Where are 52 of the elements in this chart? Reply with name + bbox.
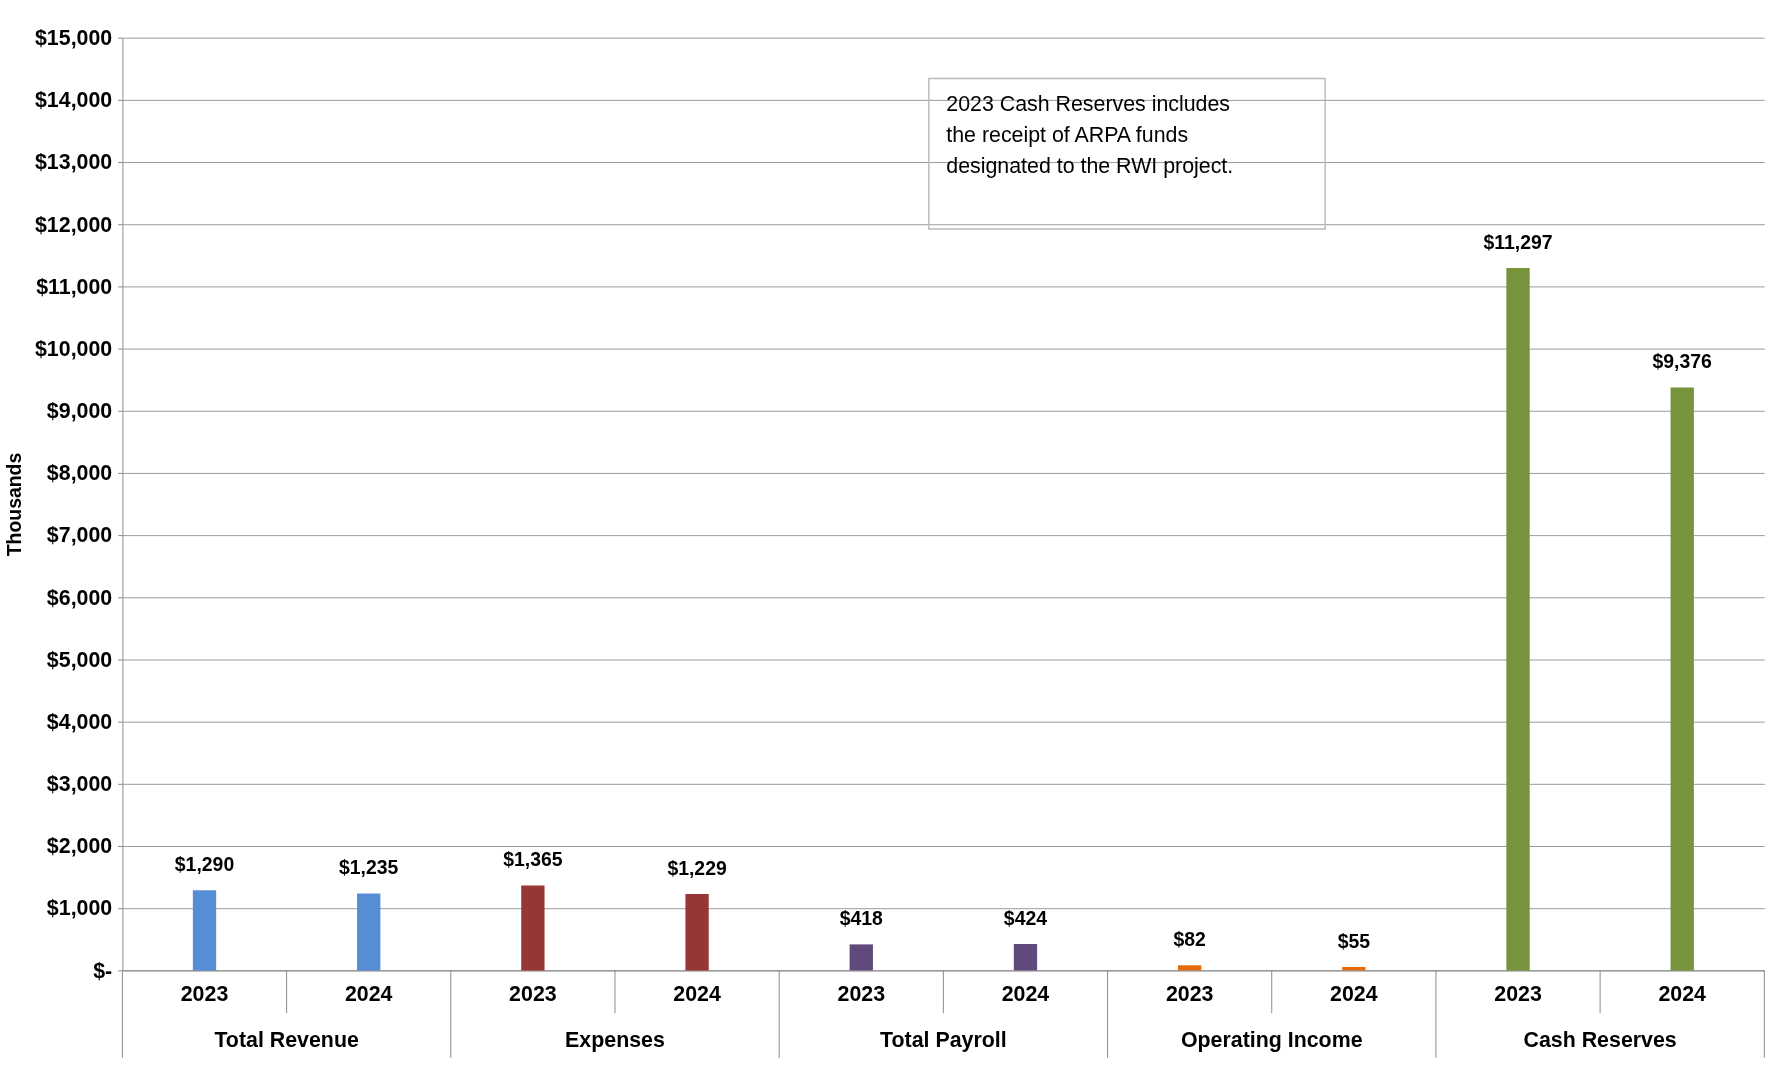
bar bbox=[1670, 387, 1694, 971]
text: Cash Reserves bbox=[1523, 1028, 1677, 1053]
y-tick-label: $2,000 bbox=[46, 834, 113, 859]
y-tick-label: $8,000 bbox=[46, 461, 113, 486]
x-tick-label: 2024 bbox=[1001, 981, 1050, 1006]
x-tick-label: 2024 bbox=[673, 981, 721, 1006]
data-label: $424 bbox=[1003, 906, 1048, 929]
bar bbox=[521, 885, 545, 971]
data-label: $1,229 bbox=[667, 856, 727, 879]
bar bbox=[1177, 965, 1202, 971]
y-tick-label: $12,000 bbox=[34, 212, 113, 237]
y-tick-label: $9,000 bbox=[46, 399, 113, 424]
y-axis-title: Thousands bbox=[3, 452, 26, 557]
data-label: $418 bbox=[839, 906, 884, 929]
y-tick-label: $14,000 bbox=[34, 88, 113, 113]
bar bbox=[849, 944, 873, 971]
x-tick-label: 2023 bbox=[509, 981, 557, 1006]
y-tick-label: $7,000 bbox=[46, 523, 113, 548]
text: Expenses bbox=[565, 1028, 665, 1053]
x-tick-label: 2024 bbox=[1330, 981, 1378, 1006]
data-label: $82 bbox=[1173, 927, 1207, 950]
bar bbox=[192, 890, 217, 971]
bar bbox=[685, 893, 709, 971]
y-tick-label: $- bbox=[93, 958, 113, 983]
y-tick-label: $1,000 bbox=[46, 896, 113, 921]
y-tick-label: $4,000 bbox=[46, 709, 113, 734]
annotation: 2023 Cash Reserves includes the receipt of ARPA funds designated to the RWI project. bbox=[946, 91, 1234, 178]
x-tick-label: 2024 bbox=[344, 981, 393, 1006]
x-tick-label: 2023 bbox=[1165, 981, 1214, 1006]
data-label: $1,365 bbox=[503, 848, 563, 871]
data-label: $1,235 bbox=[339, 856, 399, 879]
bar bbox=[1506, 267, 1530, 971]
text: Total Payroll bbox=[880, 1028, 1007, 1053]
x-tick-label: 2023 bbox=[180, 981, 229, 1006]
x-tick-label: 2023 bbox=[1494, 981, 1542, 1006]
data-label: $11,297 bbox=[1483, 230, 1553, 253]
data-label: $9,376 bbox=[1652, 349, 1713, 372]
y-tick-label: $15,000 bbox=[34, 25, 113, 50]
data-label: $1,290 bbox=[174, 852, 235, 875]
text: Total Revenue bbox=[214, 1028, 359, 1053]
x-tick-label: 2023 bbox=[837, 981, 886, 1006]
y-tick-label: $10,000 bbox=[34, 336, 113, 361]
x-tick-label: 2024 bbox=[1658, 981, 1707, 1006]
data-label: $55 bbox=[1337, 929, 1371, 952]
y-tick-label: $6,000 bbox=[46, 585, 113, 610]
y-tick-label: $11,000 bbox=[36, 274, 113, 299]
y-tick-label: $13,000 bbox=[34, 150, 113, 175]
y-tick-label: $3,000 bbox=[46, 772, 113, 797]
text: Operating Income bbox=[1180, 1028, 1363, 1053]
bar bbox=[1013, 944, 1038, 971]
bar bbox=[357, 893, 381, 971]
y-tick-label: $5,000 bbox=[46, 647, 113, 672]
